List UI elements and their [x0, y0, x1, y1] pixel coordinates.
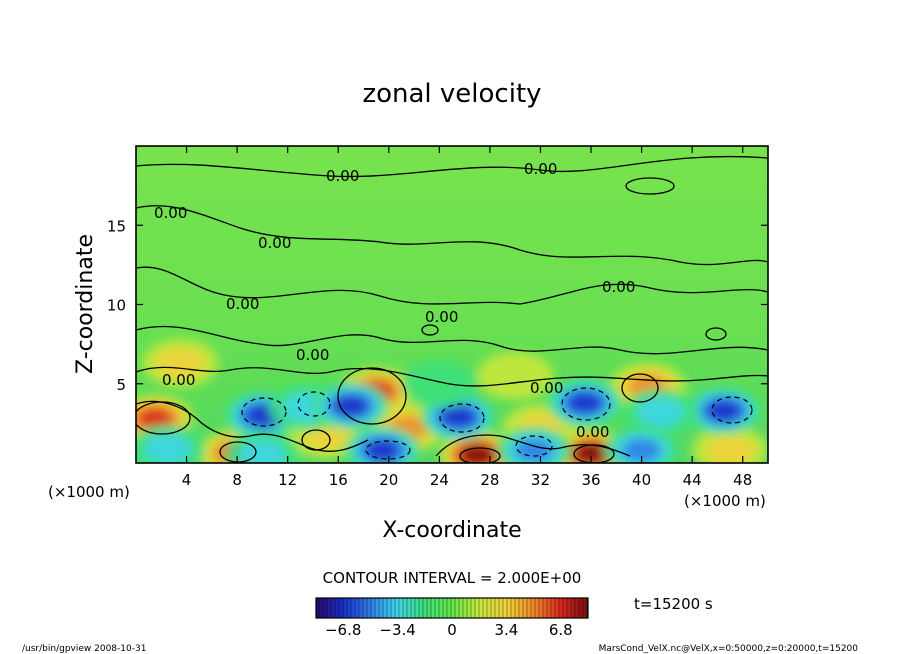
- contour-label: 0.00: [524, 160, 557, 178]
- contour-label: 0.00: [425, 308, 458, 326]
- footer-right: MarsCond_VelX.nc@VelX,x=0:50000,z=0:2000…: [599, 644, 859, 654]
- negative-velocity-blob: [567, 392, 602, 414]
- colorbar: −6.8 −3.4 0 3.4 6.8: [315, 597, 589, 639]
- contour-loop-negative: [365, 440, 411, 460]
- contour-line: [136, 325, 768, 355]
- contour-label: 0.00: [296, 346, 329, 364]
- contour-label: 0.00: [226, 295, 259, 313]
- contour-loop: [705, 327, 727, 341]
- x-unit-left: (×1000 m): [48, 483, 130, 501]
- x-tick-label: 44: [683, 471, 702, 489]
- contour-labels: 0.00 0.00 0.00 0.00 0.00 0.00 0.00 0.00 …: [154, 160, 635, 441]
- dashed-contours: [241, 387, 753, 460]
- colorbar-tick-label: 3.4: [494, 621, 518, 639]
- negative-velocity-blob: [365, 439, 400, 461]
- positive-velocity-blob: [477, 351, 554, 400]
- negative-velocity-blob: [706, 400, 741, 422]
- x-tick-label: 32: [531, 471, 550, 489]
- y-axis-label: Z-coordinate: [73, 234, 98, 374]
- contour-label: 0.00: [162, 371, 195, 389]
- negative-velocity-blob: [514, 438, 554, 463]
- x-unit-right: (×1000 m): [684, 492, 766, 510]
- x-tick-label: 8: [232, 471, 242, 489]
- negative-velocity-blob: [401, 359, 478, 408]
- x-tick-label: 16: [329, 471, 348, 489]
- contour-loop: [136, 401, 191, 435]
- x-axis: 4 8 12 16 20 24 28 32 36 40 44 48: [182, 146, 752, 489]
- negative-velocity-blob: [636, 397, 685, 428]
- y-tick-label: 5: [116, 376, 126, 394]
- contour-label: 0.00: [154, 204, 187, 222]
- negative-velocity-blob: [333, 395, 368, 417]
- positive-velocity-blob: [156, 348, 205, 379]
- x-tick-label: 4: [182, 471, 192, 489]
- y-tick-label: 15: [107, 217, 126, 235]
- contour-label: 0.00: [576, 423, 609, 441]
- positive-velocity-blob: [137, 408, 172, 430]
- positive-velocity-blob: [706, 435, 755, 463]
- contour-loop-negative: [439, 403, 485, 433]
- contour-label: 0.00: [326, 167, 359, 185]
- contour-label: 0.00: [258, 234, 291, 252]
- contour-loop-negative: [711, 396, 753, 424]
- contour-loop-negative: [241, 397, 287, 427]
- contour-loop-negative: [515, 435, 553, 457]
- contour-line: [136, 400, 369, 452]
- plot-area: [136, 146, 768, 463]
- colorbar-hatching: [318, 598, 588, 618]
- contour-line: [136, 266, 768, 305]
- colorbar-gradient: [316, 598, 588, 618]
- x-axis-label: X-coordinate: [382, 518, 521, 543]
- contour-loop-negative: [561, 387, 611, 421]
- y-axis: 5 10 15: [107, 217, 768, 394]
- contour-loop-negative: [297, 391, 331, 417]
- contour-line: [136, 366, 768, 387]
- y-tick-label: 10: [107, 297, 126, 315]
- positive-velocity-blob: [461, 445, 493, 463]
- positive-velocity-blob: [575, 443, 607, 463]
- contour-loop: [621, 373, 659, 403]
- negative-velocity-blob: [238, 440, 287, 463]
- x-tick-label: 28: [480, 471, 499, 489]
- chart-title: zonal velocity: [362, 79, 541, 109]
- contour-interval: CONTOUR INTERVAL = 2.000E+00: [323, 569, 582, 587]
- colorbar-tick-label: 6.8: [549, 621, 573, 639]
- contour-line: [435, 434, 631, 457]
- negative-velocity-blob: [143, 433, 192, 463]
- x-tick-label: 24: [430, 471, 449, 489]
- x-tick-label: 20: [379, 471, 398, 489]
- time-label: t=15200 s: [634, 595, 713, 613]
- colorbar-frame: [315, 597, 589, 619]
- footer-left: /usr/bin/gpview 2008-10-31: [22, 644, 146, 654]
- contour-loop: [301, 429, 331, 451]
- contour-loop: [421, 324, 439, 336]
- negative-velocity-blob: [622, 438, 661, 463]
- contour-loop: [337, 367, 407, 425]
- negative-velocity-blob: [441, 406, 476, 428]
- colorbar-tick-label: −6.8: [325, 621, 361, 639]
- colorbar-tick-label: −3.4: [379, 621, 415, 639]
- x-tick-label: 36: [581, 471, 600, 489]
- colorbar-ticks: −6.8 −3.4 0 3.4 6.8: [325, 621, 573, 639]
- contour-loop: [459, 447, 501, 463]
- colorbar-tick-label: 0: [447, 621, 457, 639]
- contour-loop: [625, 177, 675, 195]
- contour-lines: [136, 155, 768, 463]
- x-tick-label: 40: [632, 471, 651, 489]
- contour-label: 0.00: [602, 278, 635, 296]
- contour-line: [136, 155, 768, 178]
- x-tick-label: 12: [278, 471, 297, 489]
- contour-label: 0.00: [530, 379, 563, 397]
- contour-loop: [573, 444, 615, 463]
- contour-loop: [219, 441, 257, 463]
- contour-line: [136, 205, 768, 266]
- x-tick-label: 48: [733, 471, 752, 489]
